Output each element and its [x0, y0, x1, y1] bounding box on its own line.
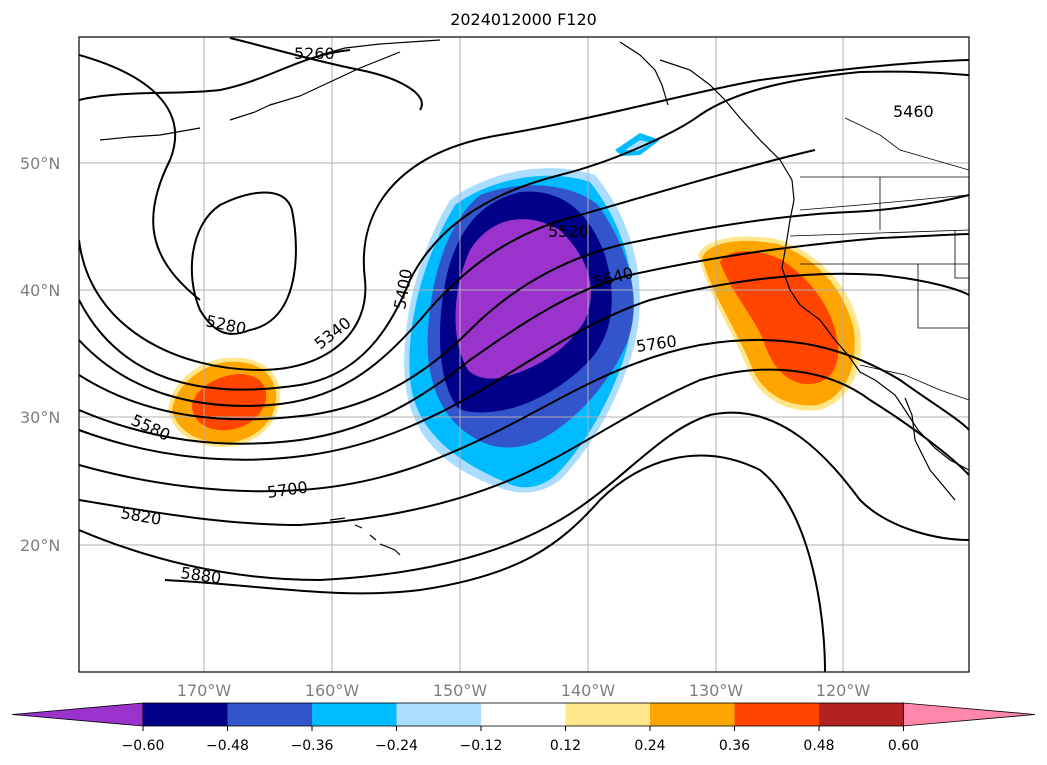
negative-anomaly-region	[404, 133, 660, 493]
lat-label-20n: 20°N	[20, 536, 60, 555]
colorbar-extend-low	[11, 702, 144, 727]
longitude-labels: 170°W 160°W 150°W 140°W 130°W 120°W	[177, 681, 871, 700]
contour-label-5460: 5460	[893, 102, 934, 121]
map-area: 5260 5460 5520 5640 5400 5280 5340 5760 …	[79, 37, 969, 672]
colorbar-segment	[143, 703, 228, 726]
lon-label-120w: 120°W	[816, 681, 871, 700]
colorbar-tick-label: 0.36	[719, 738, 750, 754]
lat-label-30n: 30°N	[20, 408, 60, 427]
lon-label-140w: 140°W	[561, 681, 616, 700]
lon-label-150w: 150°W	[433, 681, 488, 700]
colorbar-segment	[312, 703, 397, 726]
contour-label-5520: 5520	[548, 222, 589, 241]
height-contours	[79, 37, 969, 672]
colorbar-segment	[481, 703, 566, 726]
colorbar-tick-label: −0.48	[206, 738, 249, 754]
colorbar	[11, 702, 1036, 731]
lat-label-50n: 50°N	[20, 154, 60, 173]
lon-label-170w: 170°W	[177, 681, 232, 700]
colorbar-extend-high	[903, 702, 1036, 727]
colorbar-tick-label: 0.48	[803, 738, 834, 754]
colorbar-segment	[819, 703, 904, 726]
colorbar-segment	[565, 703, 651, 726]
colorbar-tick-label: 0.12	[550, 738, 581, 754]
lon-label-130w: 130°W	[689, 681, 744, 700]
positive-anomaly-west	[168, 357, 281, 447]
colorbar-tick-label: −0.12	[460, 738, 503, 754]
map-frame	[78, 36, 970, 673]
colorbar-tick-label: 0.60	[888, 738, 919, 754]
contour-label-5260: 5260	[294, 44, 335, 63]
colorbar-segment	[650, 703, 735, 726]
lon-label-160w: 160°W	[305, 681, 360, 700]
colorbar-segment	[227, 703, 313, 726]
colorbar-tick-label: 0.24	[634, 738, 665, 754]
colorbar-segment	[396, 703, 482, 726]
colorbar-tick-label: −0.24	[375, 738, 418, 754]
latitude-labels: 50°N 40°N 30°N 20°N	[20, 154, 60, 555]
colorbar-tick-label: −0.60	[122, 738, 165, 754]
colorbar-ticks: −0.60 −0.48 −0.36 −0.24 −0.12 0.12 0.24 …	[122, 738, 920, 754]
colorbar-outline	[142, 702, 904, 727]
colorbar-tick-label: −0.36	[291, 738, 334, 754]
lat-label-40n: 40°N	[20, 281, 60, 300]
colorbar-segment	[734, 703, 820, 726]
map-title: 2024012000 F120	[450, 10, 597, 29]
